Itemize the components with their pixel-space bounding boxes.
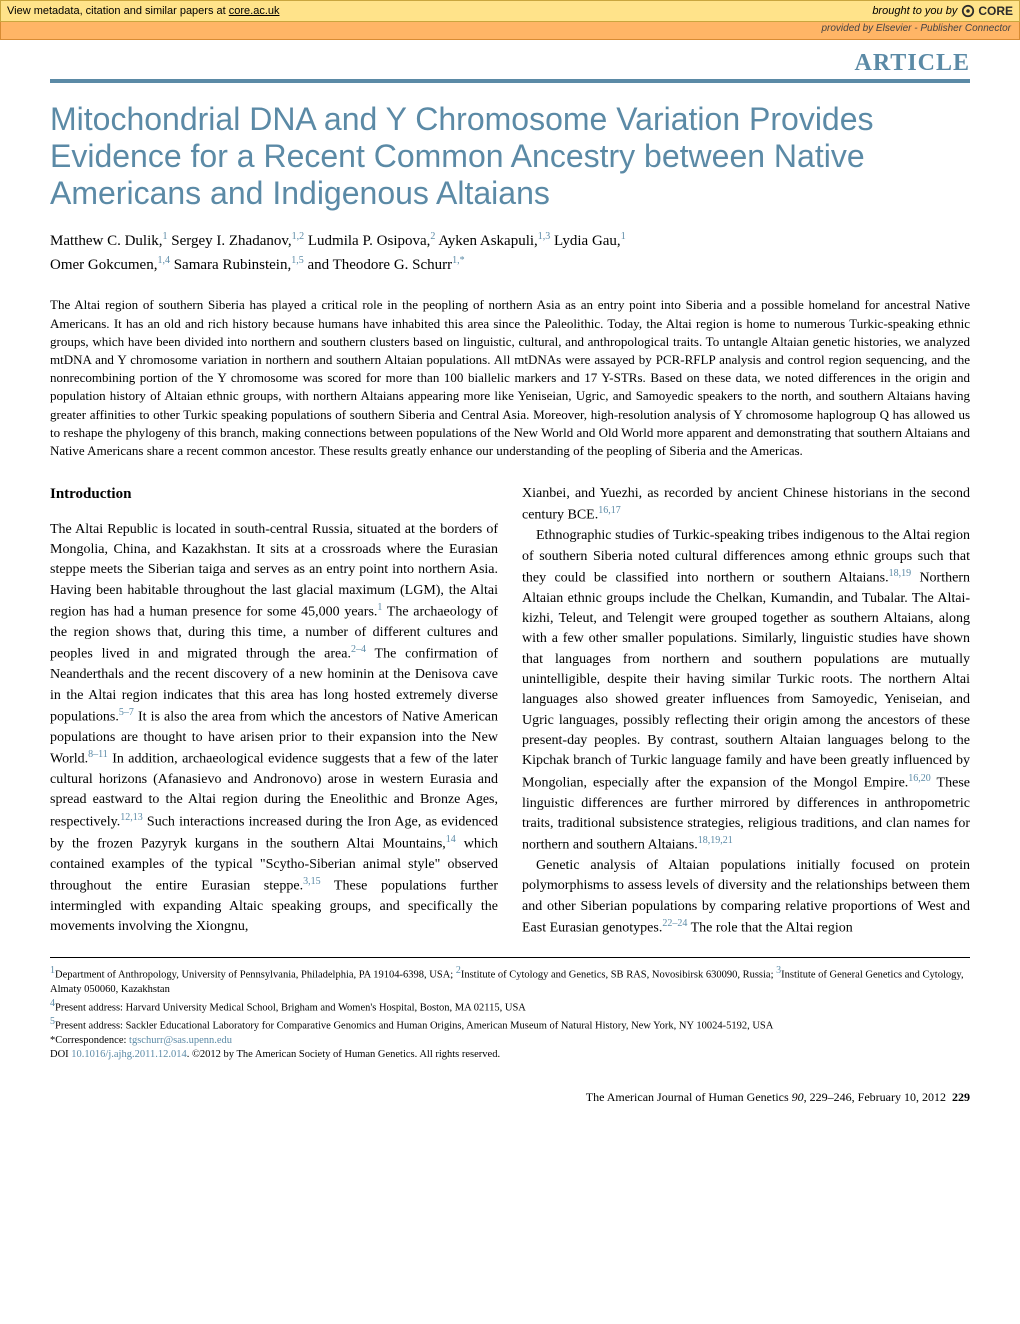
affiliation-line-2: 4Present address: Harvard University Med… <box>50 997 970 1016</box>
core-icon <box>961 4 975 18</box>
author-2-aff: 1,2 <box>292 231 305 242</box>
brought-by-text: brought to you by <box>872 5 957 17</box>
provider-banner: provided by Elsevier - Publisher Connect… <box>0 22 1020 40</box>
author-5-aff: 1 <box>621 231 626 242</box>
correspondence-line: *Correspondence: tgschurr@sas.upenn.edu <box>50 1034 970 1048</box>
right-para-3: Genetic analysis of Altaian populations … <box>522 856 970 939</box>
ref-16-20[interactable]: 16,20 <box>908 773 931 784</box>
ref-12-13[interactable]: 12,13 <box>120 812 143 823</box>
correspondence-email[interactable]: tgschurr@sas.upenn.edu <box>129 1035 232 1046</box>
author-3-aff: 2 <box>430 231 435 242</box>
ref-5-7[interactable]: 5–7 <box>119 707 134 718</box>
authors-block: Matthew C. Dulik,1 Sergey I. Zhadanov,1,… <box>50 229 970 276</box>
core-link[interactable]: core.ac.uk <box>229 5 280 17</box>
author-2: Sergey I. Zhadanov, <box>171 233 291 249</box>
author-3: Ludmila P. Osipova, <box>308 233 431 249</box>
affiliations-footnotes: 1Department of Anthropology, University … <box>50 957 970 1063</box>
affiliation-line-3: 5Present address: Sackler Educational La… <box>50 1015 970 1034</box>
author-8: and Theodore G. Schurr <box>307 257 452 273</box>
article-tag: ARTICLE <box>50 50 970 83</box>
author-7-aff: 1,5 <box>291 255 304 266</box>
ref-3-15[interactable]: 3,15 <box>303 876 321 887</box>
author-5: Lydia Gau, <box>554 233 621 249</box>
banner-right: brought to you by CORE <box>872 4 1013 18</box>
banner-left: View metadata, citation and similar pape… <box>7 5 280 17</box>
author-4-aff: 1,3 <box>538 231 551 242</box>
provider-text: provided by Elsevier - Publisher Connect… <box>821 23 1011 34</box>
ref-8-11[interactable]: 8–11 <box>88 749 108 760</box>
author-6-aff: 1,4 <box>157 255 170 266</box>
core-logo[interactable]: CORE <box>961 4 1013 18</box>
ref-18-19[interactable]: 18,19 <box>889 568 912 579</box>
author-1: Matthew C. Dulik, <box>50 233 163 249</box>
page-number: 229 <box>952 1090 970 1104</box>
author-4: Ayken Askapuli, <box>438 233 537 249</box>
left-column: Introduction The Altai Republic is locat… <box>50 484 498 939</box>
footer-citation: The American Journal of Human Genetics 9… <box>50 1090 970 1105</box>
ref-2-4[interactable]: 2–4 <box>351 644 366 655</box>
affiliation-line-1: 1Department of Anthropology, University … <box>50 964 970 997</box>
abstract: The Altai region of southern Siberia has… <box>50 296 970 460</box>
doi-link[interactable]: 10.1016/j.ajhg.2011.12.014 <box>71 1049 186 1060</box>
ref-18-19-21[interactable]: 18,19,21 <box>698 835 733 846</box>
core-text: CORE <box>978 4 1013 18</box>
author-6: Omer Gokcumen, <box>50 257 157 273</box>
article-title: Mitochondrial DNA and Y Chromosome Varia… <box>50 101 970 211</box>
right-column: Xianbei, and Yuezhi, as recorded by anci… <box>522 484 970 939</box>
body-columns: Introduction The Altai Republic is locat… <box>50 484 970 939</box>
author-8-aff: 1,* <box>452 255 465 266</box>
intro-para-1: The Altai Republic is located in south-c… <box>50 520 498 938</box>
intro-heading: Introduction <box>50 484 498 506</box>
banner-prefix: View metadata, citation and similar pape… <box>7 5 229 17</box>
page-content: ARTICLE Mitochondrial DNA and Y Chromoso… <box>0 40 1020 1135</box>
right-para-2: Ethnographic studies of Turkic-speaking … <box>522 526 970 856</box>
author-1-aff: 1 <box>163 231 168 242</box>
right-para-1: Xianbei, and Yuezhi, as recorded by anci… <box>522 484 970 526</box>
ref-14[interactable]: 14 <box>446 834 456 845</box>
core-banner: View metadata, citation and similar pape… <box>0 0 1020 22</box>
doi-line: DOI 10.1016/j.ajhg.2011.12.014. ©2012 by… <box>50 1048 970 1062</box>
ref-22-24[interactable]: 22–24 <box>662 918 687 929</box>
ref-16-17[interactable]: 16,17 <box>598 505 621 516</box>
author-7: Samara Rubinstein, <box>174 257 291 273</box>
